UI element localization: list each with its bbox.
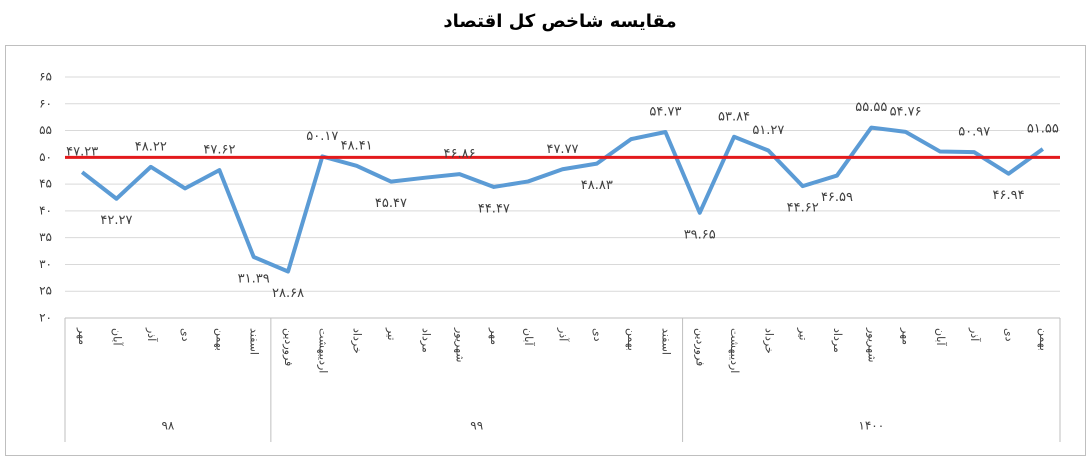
data-label: ۵۱.۲۷ — [752, 123, 784, 138]
group-label: ۹۹ — [470, 419, 483, 433]
x-tick-label: مرداد — [419, 328, 432, 353]
x-tick-label: مرداد — [831, 328, 844, 353]
data-label: ۴۴.۴۷ — [478, 201, 510, 216]
x-tick-label: آذر — [145, 327, 159, 342]
data-label: ۵۱.۵۵ — [1027, 122, 1059, 137]
y-tick-label: ۶۰ — [39, 96, 52, 110]
x-tick-label: فروردین — [282, 328, 295, 366]
data-label: ۵۵.۵۵ — [855, 100, 887, 115]
data-label: ۴۷.۶۲ — [203, 143, 235, 158]
x-tick-label: آبان — [522, 328, 536, 346]
x-tick-label: آذر — [557, 327, 571, 342]
x-tick-label: اسفند — [248, 328, 261, 355]
data-label: ۴۷.۲۳ — [66, 145, 98, 160]
x-tick-label: شهریور — [865, 327, 878, 362]
x-tick-label: اسفند — [659, 328, 672, 355]
x-tick-label: دی — [591, 328, 604, 342]
x-tick-label: خرداد — [762, 328, 775, 354]
chart-title: مقایسه شاخص کل اقتصاد — [443, 11, 676, 32]
x-tick-label: بهمن — [213, 328, 226, 351]
group-label: ۱۴۰۰ — [858, 419, 884, 433]
x-tick-label: آبان — [110, 328, 124, 346]
x-tick-label: فروردین — [694, 328, 707, 366]
y-tick-label: ۴۵ — [39, 177, 52, 191]
data-label: ۴۸.۲۲ — [135, 139, 167, 154]
data-label: ۴۶.۸۶ — [444, 147, 476, 162]
x-tick-label: بهمن — [1037, 328, 1050, 351]
group-label: ۹۸ — [161, 419, 174, 433]
x-tick-label: شهریور — [454, 327, 467, 362]
data-label: ۴۸.۸۳ — [581, 178, 613, 193]
data-label: ۵۳.۸۴ — [718, 109, 750, 124]
y-tick-label: ۵۰ — [39, 150, 52, 164]
chart-border — [5, 45, 1086, 456]
data-label: ۲۸.۶۸ — [272, 286, 304, 301]
x-tick-label: تیر — [797, 327, 810, 340]
data-label: ۵۰.۱۷ — [306, 129, 338, 144]
data-label: ۳۹.۶۵ — [684, 227, 716, 242]
data-label: ۴۶.۵۹ — [821, 190, 853, 205]
data-line — [80, 125, 1045, 274]
x-tick-label: بهمن — [625, 328, 638, 351]
x-tick-label: اردیبهشت — [316, 328, 329, 373]
y-tick-label: ۵۵ — [39, 123, 52, 137]
y-tick-label: ۳۰ — [39, 257, 52, 271]
x-tick-label: آبان — [934, 328, 948, 346]
x-tick-label: دی — [1003, 328, 1016, 342]
x-tick-label: مهر — [488, 327, 501, 345]
x-tick-label: مهر — [76, 327, 89, 345]
data-label: ۴۸.۴۱ — [341, 138, 373, 153]
data-label: ۴۷.۷۷ — [546, 142, 578, 157]
data-label: ۵۴.۷۳ — [649, 105, 681, 120]
data-label: ۴۶.۹۴ — [993, 188, 1025, 203]
data-label: ۳۱.۳۹ — [238, 272, 270, 287]
y-tick-label: ۳۵ — [39, 230, 52, 244]
data-label: ۵۰.۹۷ — [958, 125, 990, 140]
x-tick-label: تیر — [385, 327, 398, 340]
data-label: ۴۴.۶۲ — [787, 201, 819, 216]
x-tick-label: اردیبهشت — [728, 328, 741, 373]
data-label: ۵۴.۷۶ — [890, 104, 922, 119]
x-tick-label: مهر — [900, 327, 913, 345]
y-tick-label: ۶۵ — [39, 70, 52, 84]
y-tick-label: ۲۰ — [39, 311, 52, 325]
y-tick-label: ۲۵ — [39, 284, 52, 298]
y-tick-label: ۴۰ — [39, 203, 52, 217]
x-tick-label: آذر — [968, 327, 982, 342]
data-label: ۴۵.۴۷ — [375, 196, 407, 211]
x-tick-label: دی — [179, 328, 192, 342]
data-label: ۴۲.۲۷ — [100, 213, 132, 228]
x-tick-label: خرداد — [351, 328, 364, 354]
